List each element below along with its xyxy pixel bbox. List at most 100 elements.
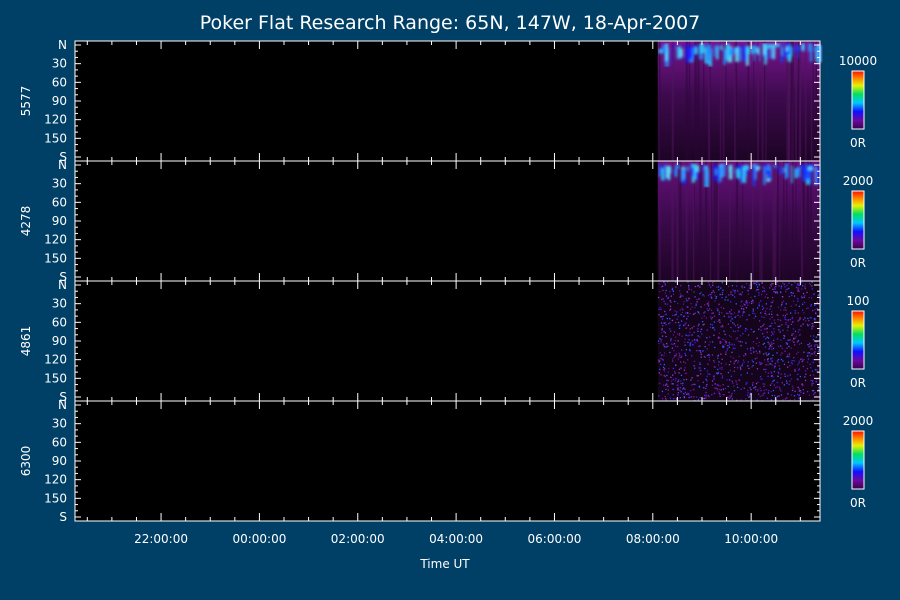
noise-pixel xyxy=(805,373,807,375)
noise-pixel xyxy=(754,282,756,284)
aurora-pixel xyxy=(819,44,822,60)
noise-pixel xyxy=(704,356,706,359)
noise-pixel xyxy=(790,347,792,349)
noise-pixel xyxy=(791,340,794,342)
noise-pixel xyxy=(786,356,788,358)
noise-pixel xyxy=(815,381,817,383)
noise-pixel xyxy=(769,308,771,310)
noise-pixel xyxy=(733,290,735,292)
noise-pixel xyxy=(674,314,676,316)
aurora-pixel xyxy=(675,164,680,169)
noise-pixel xyxy=(680,295,682,297)
noise-pixel xyxy=(713,291,716,294)
noise-pixel xyxy=(806,355,809,357)
noise-pixel xyxy=(745,398,747,400)
noise-pixel xyxy=(782,314,784,317)
noise-pixel xyxy=(711,341,714,343)
noise-pixel xyxy=(746,372,748,374)
noise-pixel xyxy=(717,320,719,322)
noise-pixel xyxy=(728,316,730,318)
noise-pixel xyxy=(660,316,662,318)
noise-pixel xyxy=(687,359,689,361)
noise-pixel xyxy=(733,390,736,392)
noise-pixel xyxy=(699,330,702,333)
noise-pixel xyxy=(754,295,756,298)
noise-pixel xyxy=(794,398,796,401)
noise-pixel xyxy=(801,288,803,290)
noise-pixel xyxy=(776,291,779,293)
noise-pixel xyxy=(676,318,678,320)
noise-pixel xyxy=(679,296,681,298)
noise-pixel xyxy=(733,363,735,365)
noise-pixel xyxy=(735,381,737,383)
noise-pixel xyxy=(694,367,696,369)
noise-pixel xyxy=(771,311,773,313)
noise-pixel xyxy=(802,285,804,287)
noise-pixel xyxy=(695,339,697,341)
noise-pixel xyxy=(787,319,789,321)
noise-pixel xyxy=(664,322,666,324)
noise-pixel xyxy=(684,323,686,325)
noise-pixel xyxy=(672,388,674,391)
noise-pixel xyxy=(767,297,769,299)
noise-pixel xyxy=(741,365,743,367)
noise-pixel xyxy=(759,387,761,389)
noise-pixel xyxy=(788,287,790,290)
noise-pixel xyxy=(706,380,708,382)
noise-pixel xyxy=(753,387,756,389)
noise-pixel xyxy=(699,350,701,352)
noise-pixel xyxy=(753,282,755,284)
streak xyxy=(729,161,731,281)
aurora-pixel xyxy=(735,47,739,62)
noise-pixel xyxy=(680,361,682,363)
aurora-pixel xyxy=(658,48,663,54)
noise-pixel xyxy=(681,307,683,309)
noise-pixel xyxy=(680,380,682,382)
noise-pixel xyxy=(748,367,750,370)
streak xyxy=(809,161,812,281)
noise-pixel xyxy=(658,358,660,361)
noise-pixel xyxy=(695,396,698,398)
noise-pixel xyxy=(737,386,739,389)
panel-label: 6300 xyxy=(19,446,33,477)
noise-pixel xyxy=(734,292,736,294)
noise-pixel xyxy=(684,338,686,340)
noise-pixel xyxy=(753,348,755,350)
noise-pixel xyxy=(754,386,757,388)
noise-pixel xyxy=(751,373,753,375)
noise-pixel xyxy=(713,334,715,336)
noise-pixel xyxy=(769,287,771,289)
noise-pixel xyxy=(696,375,698,377)
noise-pixel xyxy=(791,333,793,335)
noise-pixel xyxy=(694,296,696,298)
noise-pixel xyxy=(786,288,788,290)
streak xyxy=(801,161,803,281)
noise-pixel xyxy=(662,343,664,345)
noise-pixel xyxy=(791,389,794,391)
noise-pixel xyxy=(666,374,668,377)
noise-pixel xyxy=(672,394,674,396)
noise-pixel xyxy=(703,397,705,400)
noise-pixel xyxy=(685,322,687,324)
noise-pixel xyxy=(669,305,672,307)
noise-pixel xyxy=(771,375,773,377)
noise-pixel xyxy=(775,292,777,294)
noise-pixel xyxy=(679,293,681,295)
noise-pixel xyxy=(755,283,758,286)
noise-pixel xyxy=(705,385,708,387)
noise-pixel xyxy=(683,301,685,303)
noise-pixel xyxy=(661,318,664,320)
noise-pixel xyxy=(775,399,777,401)
noise-pixel xyxy=(764,359,766,361)
noise-pixel xyxy=(661,328,663,330)
noise-pixel xyxy=(740,293,742,295)
noise-pixel xyxy=(778,365,780,367)
noise-pixel xyxy=(743,361,745,363)
streak xyxy=(735,161,739,281)
noise-pixel xyxy=(772,296,774,299)
noise-pixel xyxy=(763,353,765,355)
noise-pixel xyxy=(780,287,782,289)
noise-pixel xyxy=(664,292,666,294)
noise-pixel xyxy=(701,317,703,319)
